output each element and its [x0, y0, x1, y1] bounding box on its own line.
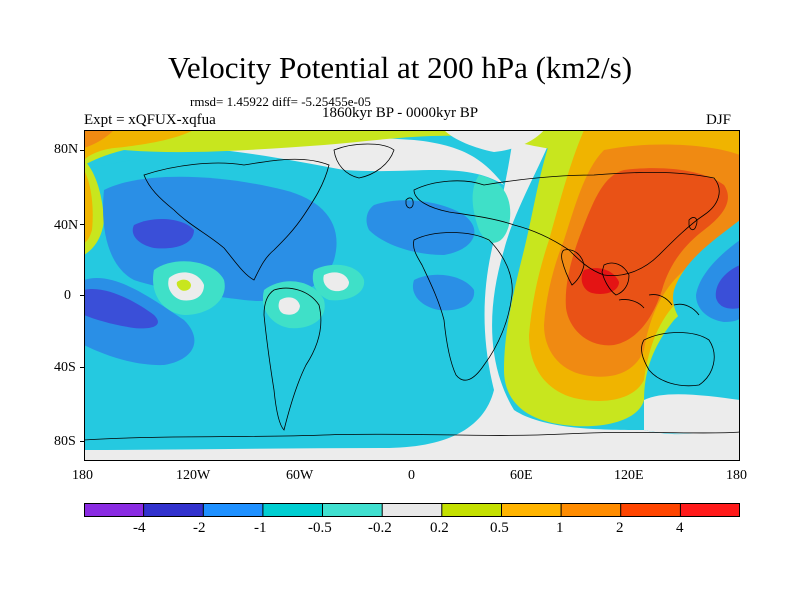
colorbar-label: -2: [193, 520, 206, 536]
colorbar-swatch: [262, 503, 323, 517]
colorbar-swatch: [322, 503, 383, 517]
stats-text: rmsd= 1.45922 diff= -5.25455e-05: [190, 94, 371, 109]
lon-label: 120W: [176, 468, 211, 483]
colorbar-swatch: [441, 503, 502, 517]
lat-label: 80N: [54, 142, 79, 157]
experiment-label: Expt = xQFUX-xqfua: [84, 112, 216, 128]
period-label: 1860kyr BP - 0000kyr BP: [322, 105, 479, 121]
colorbar-label: 0.2: [430, 520, 449, 536]
season-label: DJF: [706, 112, 732, 128]
lon-label: 60E: [510, 468, 533, 483]
colorbar-label: 2: [616, 520, 624, 536]
lon-label: 180: [726, 468, 747, 483]
colorbar-label: 0.5: [490, 520, 509, 536]
colorbar-label: -4: [133, 520, 146, 536]
colorbar: [84, 503, 740, 517]
colorbar-swatch: [501, 503, 562, 517]
colorbar-swatch: [561, 503, 621, 517]
lat-label: 0: [64, 288, 71, 303]
lon-label: 60W: [286, 468, 314, 483]
colorbar-swatch: [680, 503, 740, 517]
chart-title: Velocity Potential at 200 hPa (km2/s): [167, 50, 633, 85]
lat-label: 40N: [54, 218, 79, 233]
lon-label: 0: [408, 468, 415, 483]
colorbar-label: 4: [676, 520, 684, 536]
colorbar-label: -0.2: [368, 520, 392, 536]
lat-label: 80S: [54, 434, 76, 449]
colorbar-label: 1: [556, 520, 564, 536]
contour-fill: [84, 130, 740, 461]
colorbar-swatch: [84, 503, 144, 517]
colorbar-swatch: [203, 503, 263, 517]
colorbar-swatch: [382, 503, 442, 517]
colorbar-swatch: [143, 503, 204, 517]
colorbar-swatch: [620, 503, 681, 517]
lon-label: 180: [72, 468, 93, 483]
map-panel: [84, 130, 740, 461]
lat-label: 40S: [54, 360, 76, 375]
map-frame: [84, 130, 740, 461]
coastlines: [84, 143, 740, 441]
lon-label: 120E: [614, 468, 644, 483]
colorbar-label: -0.5: [308, 520, 332, 536]
colorbar-label: -1: [254, 520, 267, 536]
